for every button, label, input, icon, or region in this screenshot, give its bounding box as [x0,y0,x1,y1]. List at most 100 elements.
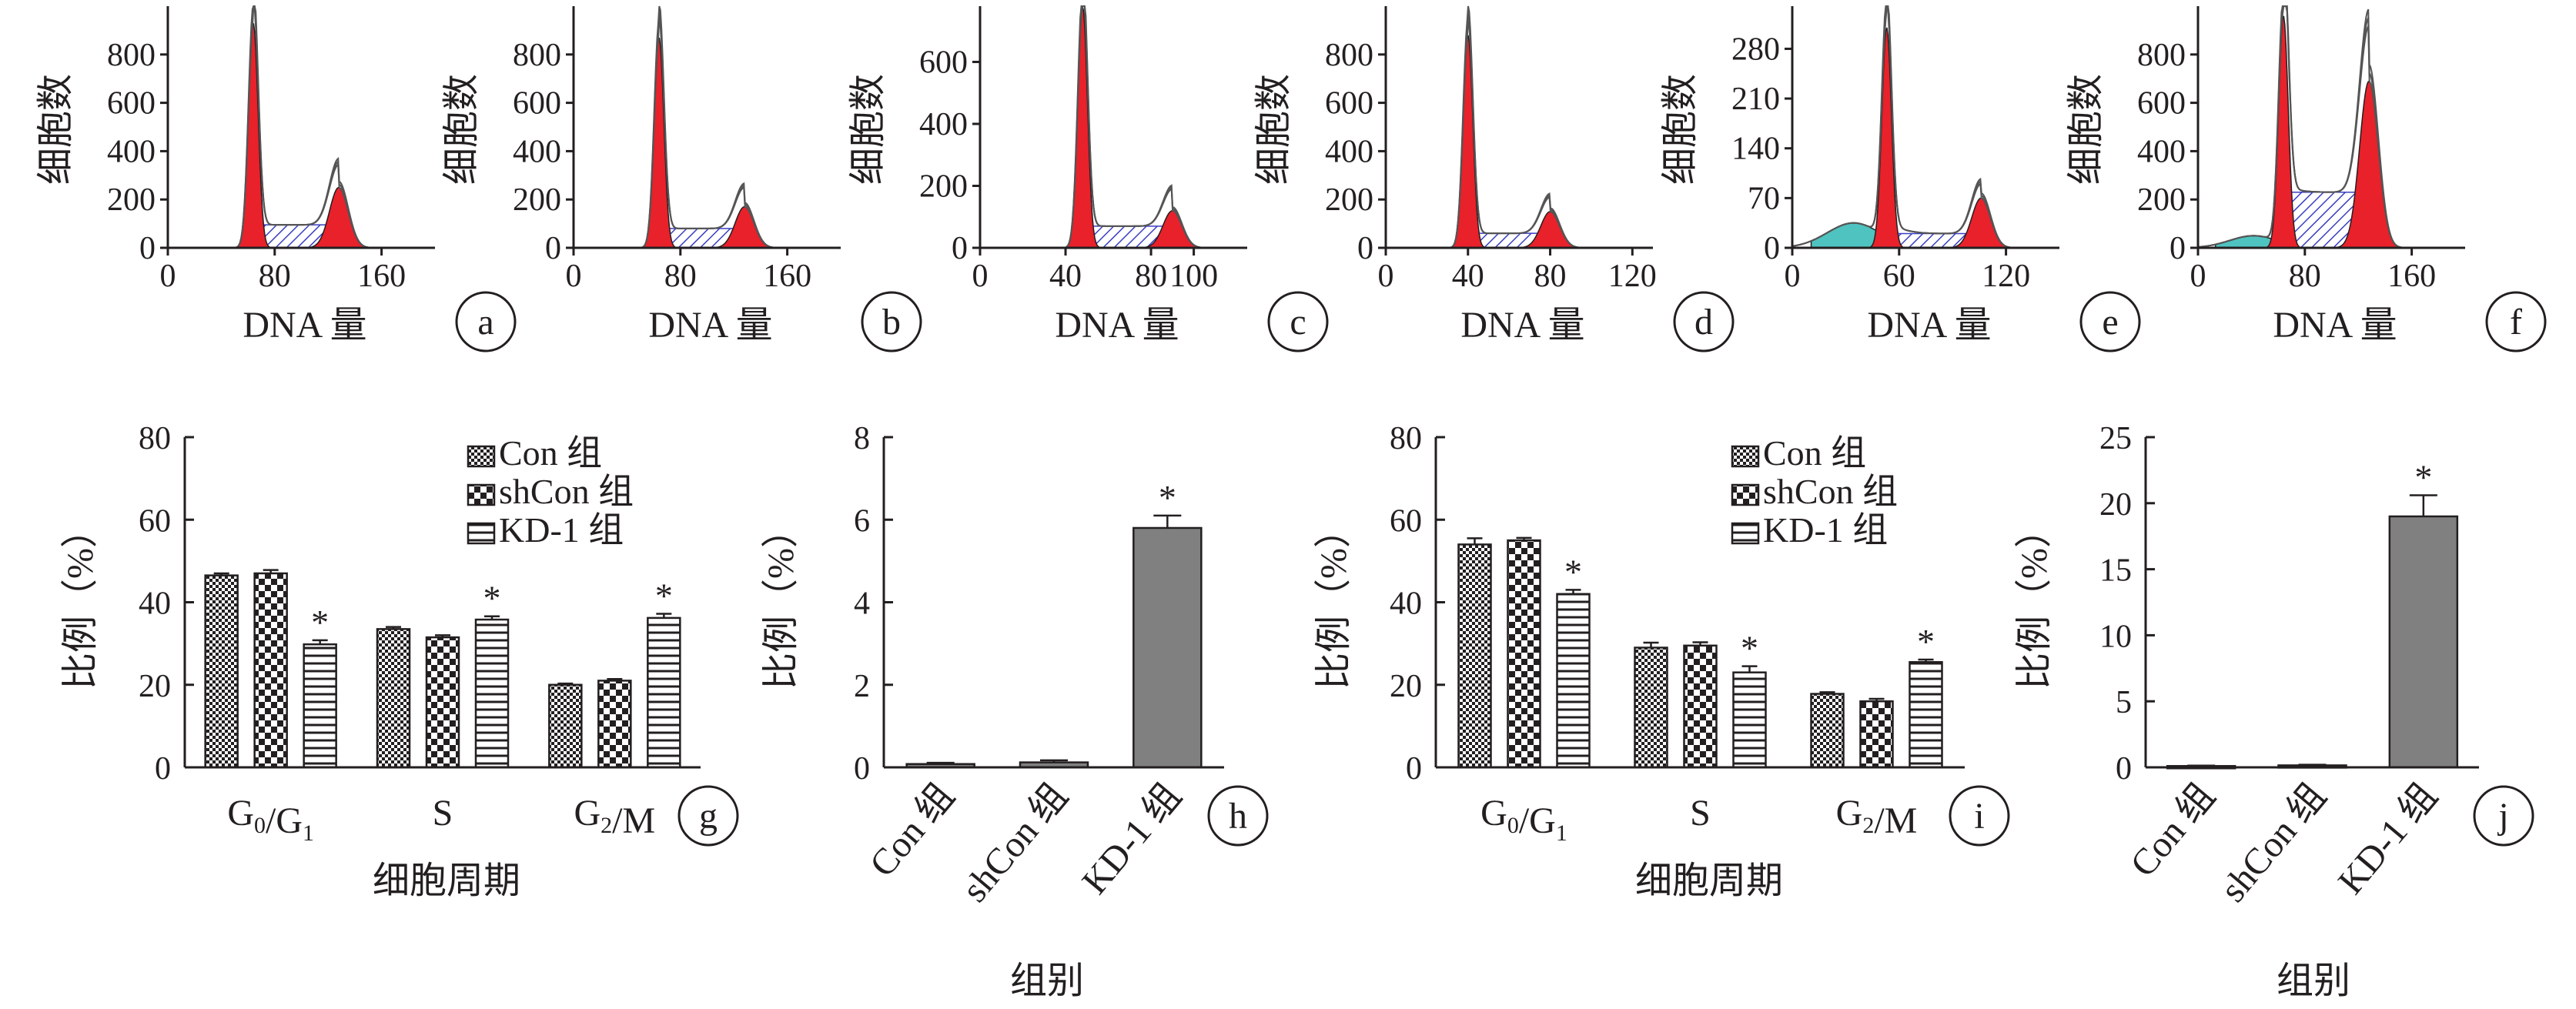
legend-label-i-0: Con 组 [1763,433,1866,473]
trace-e-2 [1791,5,2059,249]
legend-label-i-2: KD-1 组 [1763,510,1888,550]
bar-i-0-0 [1457,543,1492,769]
panel-label-d-text: d [1694,302,1713,342]
panel-label-j: j [2473,785,2534,847]
panel-label-a: a [455,291,517,352]
xtick-label-h: Con 组 [861,776,962,884]
xtick-label-f: 160 [2387,259,2436,294]
trace-e-1 [1791,5,2059,249]
bar-i-1-1 [1683,644,1718,769]
histogram-b: 0 200 400 600 800 0 80 160 [513,5,841,294]
trace-d-1 [1386,12,1653,249]
bar-i-1-0 [1507,539,1541,769]
xtick-label-e: 60 [1883,259,1915,294]
panel-label-g: g [677,785,739,847]
histogram-c: 0 200 400 600 0 40 80 100 [919,5,1247,294]
bar-i-0-2 [1810,693,1845,769]
ytick-label-c: 200 [919,169,968,204]
ytick-label-i: 80 [1390,421,1422,456]
bar-g-1-1 [425,636,460,769]
legend-label-g-0: Con 组 [499,433,602,473]
panel-label-f-text: f [2510,302,2522,342]
histogram-e: 0 70 140 210 280 0 60 120 [1731,5,2059,294]
panel-label-i-text: i [1974,796,1984,837]
ytick-label-d: 600 [1325,86,1373,122]
ylabel-g: 比例（%） [60,511,101,690]
xtick-label-j: shCon 组 [2213,776,2334,910]
ytick-label-b: 600 [513,86,561,122]
ytick-label-f: 0 [2170,231,2186,266]
ytick-label-j: 5 [2116,685,2132,720]
axis-titles: DNA 量 DNA 量 DNA 量 DNA 量 DNA 量 DNA 量 细胞数 … [35,74,2397,1001]
xtick-label-i: S [1690,793,1711,834]
histogram-d: 0 200 400 600 800 0 40 80 120 [1325,5,1657,294]
trace-e-0 [1791,5,2059,249]
trace-b-0 [574,18,841,249]
ytick-label-d: 400 [1325,134,1373,169]
xlabel-i: 细胞周期 [1635,860,1783,901]
ytick-label-a: 600 [107,86,156,122]
ytick-label-d: 800 [1325,38,1373,73]
panel-label-f: f [2485,291,2547,352]
xtick-label-a: 0 [160,259,176,294]
ytick-label-j: 0 [2116,751,2132,787]
xtick-label-b: 80 [664,259,697,294]
xlabel-d: DNA 量 [1460,305,1584,346]
ytick-label-b: 400 [513,134,561,169]
ytick-label-i: 60 [1390,503,1422,539]
ytick-label-c: 400 [919,107,968,142]
ytick-label-h: 6 [854,503,870,539]
panel-label-a-text: a [477,302,493,342]
significance-star-h: * [1159,478,1176,517]
significance-star-g: * [483,579,501,618]
xtick-label-f: 0 [2190,259,2206,294]
legend-swatch-i-1 [1731,483,1760,506]
bar-i-2-2 [1909,661,1943,769]
trace-d-2 [1386,5,1653,249]
xtick-label-c: 40 [1049,259,1082,294]
panel-label-h: h [1207,785,1269,847]
panel-label-e: e [2079,291,2141,352]
ytick-label-a: 0 [139,231,156,266]
xtick-label-a: 80 [259,259,291,294]
ytick-label-c: 600 [919,45,968,80]
trace-b-1 [574,9,841,249]
xtick-label-d: 0 [1378,259,1394,294]
xtick-label-c: 80 [1135,259,1167,294]
ytick-label-f: 400 [2137,134,2186,169]
ytick-label-e: 70 [1748,181,1780,216]
xtick-label-g: G0/G1 [227,793,314,846]
bar-g-0-1 [376,628,411,769]
significance-star-i: * [1741,629,1758,668]
legend-swatch-g-2 [467,522,496,545]
trace-d-0 [1386,20,1653,249]
bar-g-0-2 [548,683,583,769]
ytick-label-j: 15 [2099,553,2132,589]
xtick-label-g: S [433,793,453,834]
ylabel-j: 比例（%） [2014,511,2055,690]
ytick-label-i: 0 [1406,751,1422,787]
trace-a-0 [168,5,435,249]
xtick-label-c: 0 [972,259,989,294]
ytick-label-i: 20 [1390,669,1422,704]
xtick-label-e: 0 [1785,259,1801,294]
trace-c-2 [980,5,1247,249]
xtick-label-h: KD-1 组 [1074,776,1189,902]
ytick-label-e: 0 [1764,231,1780,266]
legend-swatch-i-2 [1731,522,1760,545]
legend-swatch-i-0 [1731,445,1760,468]
trace-c-0 [980,5,1247,249]
xlabel-f: DNA 量 [2273,305,2397,346]
bar-i-0-1 [1634,646,1668,769]
ytick-label-a: 800 [107,38,156,73]
histogram-a: 0 200 400 600 800 0 80 160 [107,5,435,294]
panel-label-j-text: j [2497,796,2508,837]
panel-label-c-text: c [1290,302,1306,342]
xtick-label-d: 80 [1534,259,1567,294]
ytick-label-h: 0 [854,751,870,787]
ytick-label-e: 140 [1731,132,1780,167]
ytick-label-i: 40 [1390,586,1422,622]
ytick-label-g: 20 [139,669,171,704]
panel-label-c: c [1267,291,1329,352]
xtick-label-f: 80 [2289,259,2321,294]
